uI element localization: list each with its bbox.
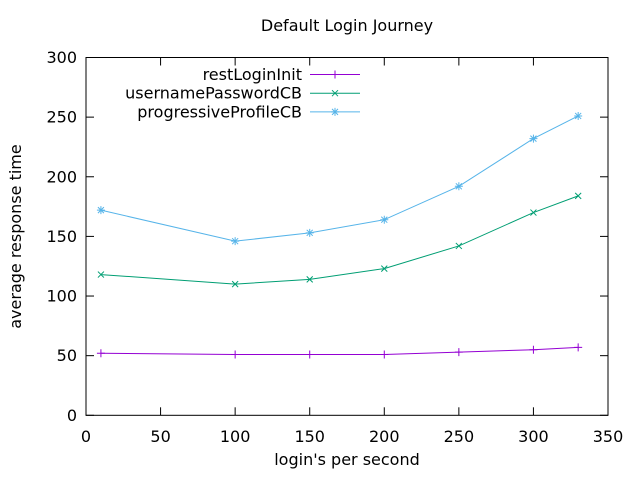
y-tick-label: 250 [46, 108, 77, 127]
chart-title: Default Login Journey [261, 16, 433, 35]
x-tick-label: 50 [150, 427, 170, 446]
data-point-marker [97, 271, 105, 278]
data-point-marker [380, 215, 389, 224]
y-tick-label: 300 [46, 48, 77, 67]
x-tick-label: 350 [593, 427, 624, 446]
y-tick-label: 50 [57, 346, 77, 365]
legend-marker [331, 70, 339, 79]
series-line [100, 195, 579, 285]
data-point-marker [380, 265, 388, 272]
data-point-marker [231, 237, 240, 246]
y-axis-label: average response time [6, 144, 25, 329]
legend-entry-usernamePasswordCB: usernamePasswordCB [125, 84, 360, 103]
y-tick-label: 0 [67, 406, 77, 425]
x-tick-label: 250 [444, 427, 475, 446]
y-tick-label: 100 [46, 287, 77, 306]
data-point-marker [574, 192, 582, 200]
x-tick-label: 200 [369, 427, 400, 446]
legend-label: restLoginInit [203, 65, 302, 84]
series-restLoginInit [96, 343, 583, 359]
x-tick-label: 0 [81, 427, 91, 446]
data-point-marker [96, 349, 105, 358]
data-point-marker [380, 350, 389, 359]
series-line [100, 115, 579, 242]
series-progressiveProfileCB [96, 111, 583, 246]
legend-label: usernamePasswordCB [125, 84, 302, 103]
data-point-marker [574, 343, 583, 352]
y-tick-label: 200 [46, 167, 77, 186]
data-point-marker [305, 350, 314, 359]
data-point-marker [231, 350, 240, 359]
y-tick-label: 150 [46, 227, 77, 246]
legend-entry-progressiveProfileCB: progressiveProfileCB [137, 102, 360, 121]
x-axis-label: login's per second [274, 450, 420, 469]
data-point-marker [231, 280, 239, 288]
x-tick-label: 100 [220, 427, 251, 446]
legend: restLoginInitusernamePasswordCBprogressi… [125, 65, 360, 121]
data-point-marker [454, 348, 463, 357]
series-line [100, 346, 579, 355]
legend-entry-restLoginInit: restLoginInit [203, 65, 360, 84]
data-point-marker [96, 206, 105, 215]
data-series [96, 111, 583, 359]
legend-marker [331, 89, 339, 97]
x-tick-label: 150 [294, 427, 325, 446]
data-point-marker [306, 275, 314, 283]
axis-ticks [85, 57, 609, 416]
data-point-marker [530, 209, 537, 216]
data-point-marker [529, 134, 538, 143]
data-point-marker [574, 111, 583, 120]
data-point-marker [529, 345, 538, 354]
axis-tick-labels: 0 50 100 150 200 250 300 350 0 50 100 150 200 250 300 [46, 48, 623, 446]
series-usernamePasswordCB [97, 192, 582, 288]
data-point-marker [455, 242, 463, 250]
x-tick-label: 300 [518, 427, 549, 446]
data-point-marker [454, 182, 463, 191]
legend-marker [331, 107, 339, 116]
data-point-marker [305, 228, 314, 237]
legend-label: progressiveProfileCB [137, 102, 302, 121]
